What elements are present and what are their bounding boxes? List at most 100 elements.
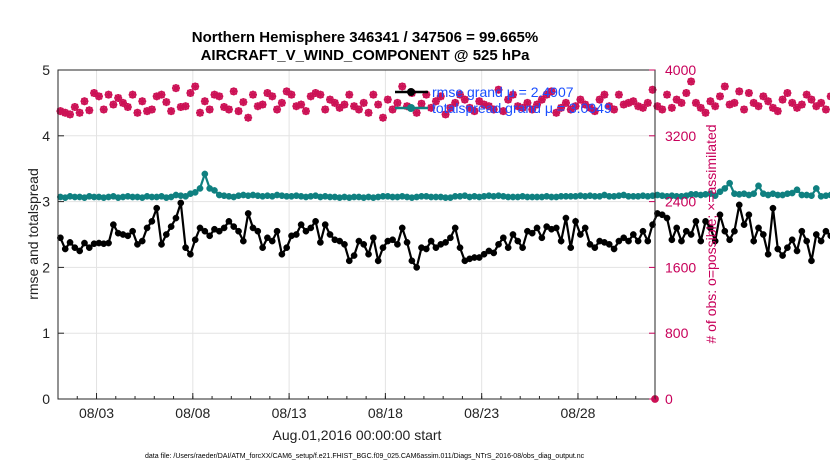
obs-assimilated-point [817,98,826,107]
obs-assimilated-point [369,90,378,99]
obs-assimilated-point [364,108,373,117]
obs-assimilated-point [417,99,426,108]
obs-assimilated-point [446,103,455,112]
obs-assimilated-point [128,90,137,99]
rmse-point [649,221,656,228]
obs-assimilated-point [316,90,325,99]
rmse-point [678,237,685,245]
rmse-point [808,257,815,265]
rmse-point [745,211,753,219]
rmse-point [514,237,522,245]
obs-assimilated-point [658,105,667,114]
rmse-point [658,211,666,219]
rmse-point [268,237,276,245]
obs-assimilated-point [802,90,811,99]
footer-data-file: data file: /Users/raeder/DAI/ATM_forcXX/… [145,453,585,460]
obs-assimilated-point [200,97,209,106]
rmse-point [697,237,705,245]
totalspread-point [755,182,762,190]
obs-assimilated-point [600,90,609,99]
obs-assimilated-point [460,95,469,104]
rmse-point [784,244,791,252]
rmse-point [302,227,310,235]
rmse-point [692,217,700,225]
totalspread-point [711,192,719,200]
y-tick-label: 1 [42,325,50,341]
rmse-point [85,244,93,252]
obs-assimilated-point [56,107,65,116]
obs-assimilated-point [624,98,633,107]
y-right-axis-label: # of obs: o=possible; ×=assimilated [703,124,719,343]
obs-assimilated-point [224,105,233,114]
rmse-point [220,224,228,232]
obs-assimilated-point [586,103,595,112]
obs-assimilated-point [152,92,161,101]
x-tick-label: 08/08 [175,405,210,421]
obs-assimilated-point [667,103,676,112]
obs-assimilated-point [508,90,517,99]
rmse-point [196,224,204,232]
chart-title: Northern Hemisphere 346341 / 347506 = 99… [192,29,538,46]
obs-assimilated-point [196,108,205,117]
rmse-point [759,231,767,238]
chart-subtitle: AIRCRAFT_V_WIND_COMPONENT @ 525 hPa [201,47,531,64]
obs-assimilated-point [610,105,619,114]
obs-assimilated-point [326,95,335,104]
legend-rmse-marker [407,88,415,96]
obs-assimilated-point [335,103,344,112]
obs-assimilated-point [788,98,797,107]
obs-assimilated-point [773,107,782,116]
rmse-point [625,237,632,245]
rmse-point [586,241,594,248]
obs-assimilated-point [768,103,777,112]
y-axis-label: rmse and totalspread [25,168,41,300]
series-rmse [57,199,830,271]
obs-assimilated-point [282,87,291,96]
rmse-point [162,231,170,238]
obs-assimilated-point [557,103,566,112]
ticks: 08/03 08/08 08/13 08/18 08/23 08/28 0 1 2 3 4 5 0 800… [42,62,696,421]
obs-assimilated-point [215,92,224,101]
rmse-point [480,250,488,258]
obs-assimilated-point [431,97,440,106]
rmse-point [105,239,112,247]
obs-assimilated-point [301,107,310,116]
obs-assimilated-point [528,105,537,114]
rmse-point [153,204,161,212]
rmse-point [422,245,430,253]
obs-assimilated-point [547,87,556,96]
obs-assimilated-point [754,102,763,111]
rmse-point [490,249,498,257]
obs-assimilated-point [123,103,132,112]
rmse-point [639,227,647,235]
rmse-point [533,224,541,232]
obs-assimilated-point [682,89,691,98]
rmse-point [634,237,642,245]
obs-assimilated-point [157,90,166,99]
obs-assimilated-point [542,90,551,99]
obs-assimilated-point [533,100,542,109]
rmse-point [321,221,329,228]
obs-assimilated-point [191,82,200,91]
totalspread-point [191,189,199,196]
totalspread-point [201,170,209,178]
y-right-tick-label: 2400 [665,194,696,210]
rmse-point [605,241,613,248]
rmse-point [538,234,546,242]
obs-assimilated-point [359,98,368,107]
obs-assimilated-point [561,98,570,107]
rmse-point [278,250,286,258]
rmse-point [389,236,396,244]
obs-assimilated-point [234,107,243,116]
legend-spread-label: totalspread grand μ = 3.0949 [432,100,612,116]
obs-assimilated-point [229,87,238,96]
obs-assimilated-point [566,105,575,114]
obs-assimilated-point [162,98,171,107]
rmse-point [721,227,729,235]
obs-assimilated-point [147,105,156,114]
rmse-point [456,244,464,252]
totalspread-point [812,185,820,192]
obs-assimilated-point [672,95,681,104]
rmse-point [244,210,252,217]
plot-area [58,70,655,399]
